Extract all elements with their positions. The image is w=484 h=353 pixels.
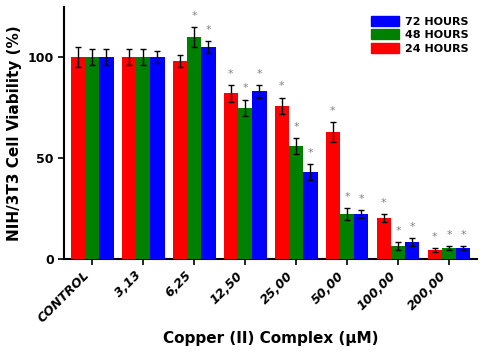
Bar (377, 218, 391, 258)
Bar (85, 57, 99, 258)
Bar (340, 214, 354, 258)
Bar (303, 172, 318, 258)
Bar (201, 47, 215, 258)
Text: *: * (242, 84, 248, 94)
Bar (122, 57, 136, 258)
Text: *: * (381, 198, 387, 208)
Bar (275, 106, 289, 258)
Bar (391, 246, 405, 258)
Y-axis label: NIH/3T3 Cell Viability (%): NIH/3T3 Cell Viability (%) (7, 25, 22, 240)
Text: *: * (206, 25, 211, 35)
Text: *: * (257, 70, 262, 79)
Bar (289, 146, 303, 258)
Bar (354, 214, 368, 258)
X-axis label: Copper (II) Complex (μM): Copper (II) Complex (μM) (163, 331, 378, 346)
Bar (252, 91, 267, 258)
Text: *: * (293, 122, 299, 132)
Text: *: * (191, 11, 197, 21)
Text: *: * (359, 194, 364, 204)
Bar (427, 251, 442, 258)
Bar (99, 57, 114, 258)
Bar (224, 94, 238, 258)
Bar (173, 61, 187, 258)
Text: *: * (344, 192, 350, 202)
Bar (326, 132, 340, 258)
Text: *: * (446, 231, 452, 240)
Text: *: * (409, 222, 415, 232)
Text: *: * (330, 106, 335, 116)
Text: *: * (460, 231, 466, 240)
Text: *: * (228, 70, 234, 79)
Bar (71, 57, 85, 258)
Bar (442, 249, 456, 258)
Text: *: * (395, 226, 401, 237)
Bar (456, 249, 470, 258)
Text: *: * (432, 232, 438, 243)
Text: *: * (307, 148, 313, 158)
Bar (187, 37, 201, 258)
Bar (151, 57, 165, 258)
Bar (136, 57, 151, 258)
Legend: 72 HOURS, 48 HOURS, 24 HOURS: 72 HOURS, 48 HOURS, 24 HOURS (368, 12, 471, 57)
Bar (405, 243, 420, 258)
Bar (238, 108, 252, 258)
Text: *: * (279, 82, 285, 91)
